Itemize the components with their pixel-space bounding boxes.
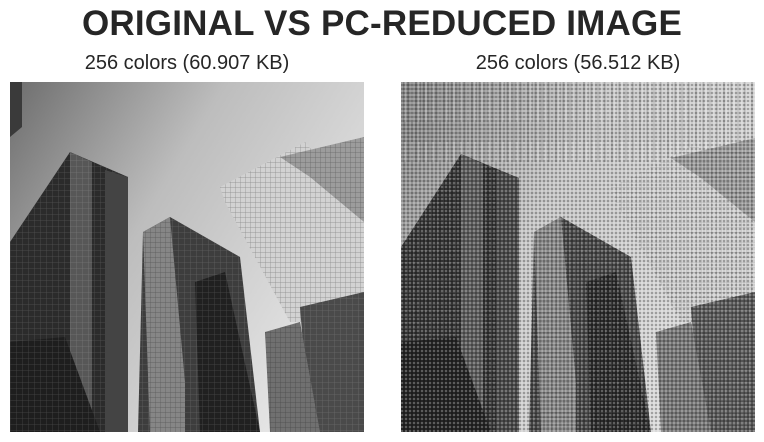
figure-title: ORIGINAL VS PC-REDUCED IMAGE <box>81 4 682 43</box>
right-panel-caption: 256 colors (56.512 KB) <box>475 52 681 74</box>
left-panel-caption: 256 colors (60.907 KB) <box>84 52 290 74</box>
skyscrapers-photo-reduced <box>401 82 755 432</box>
pc-reduced-image <box>401 82 755 432</box>
original-image <box>10 82 364 432</box>
skyscrapers-photo <box>10 82 364 432</box>
